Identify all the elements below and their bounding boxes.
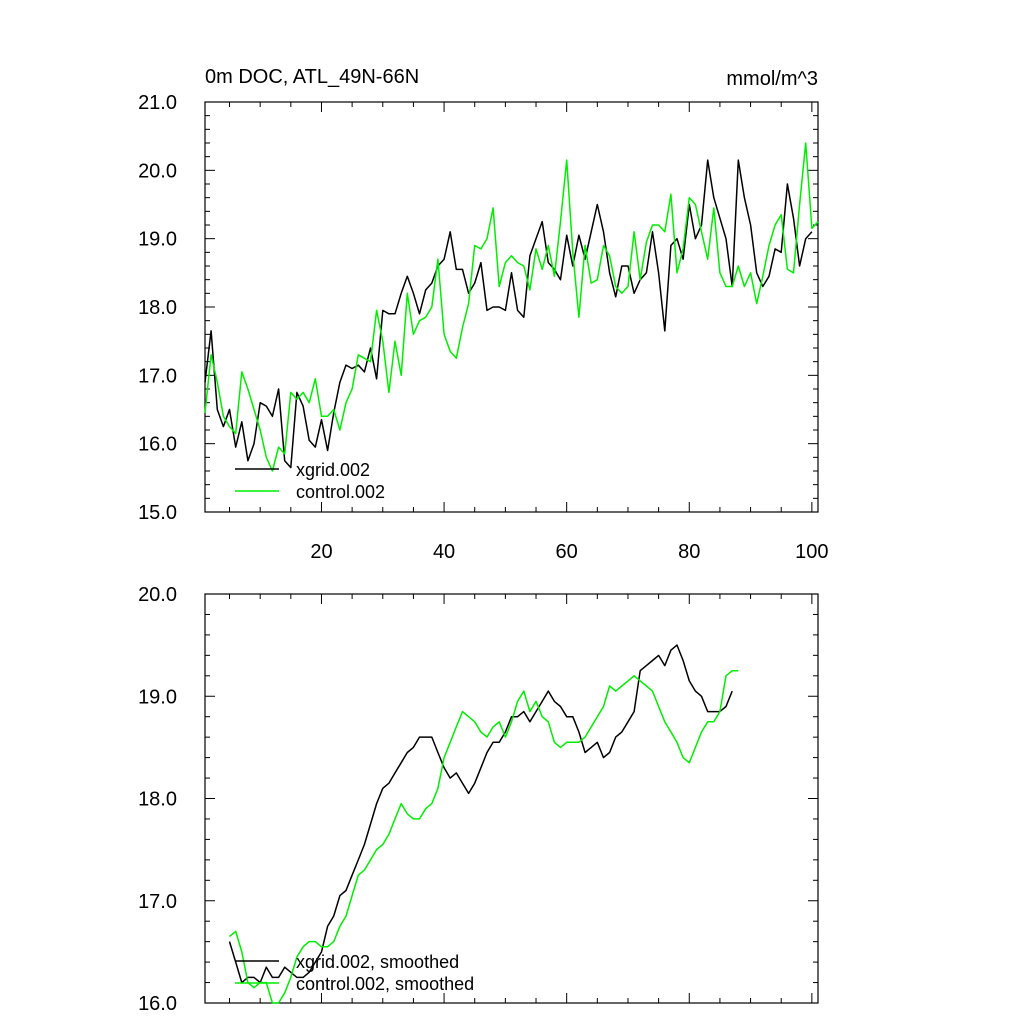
top-legend: xgrid.002 control.002	[235, 460, 385, 502]
legend-label-xgrid: xgrid.002	[296, 460, 370, 480]
top-plot-area: 15.0 16.0 17.0 18.0 19.0 20.0 21.0 20 40 60 80 100	[138, 92, 828, 563]
y-tick-label: 20.0	[138, 584, 177, 606]
legend-label-control-smoothed: control.002, smoothed	[296, 974, 474, 994]
chart-units: mmol/m^3	[726, 68, 818, 90]
top-panel: 0m DOC, ATL_49N-66N mmol/m^3 15.0 16.0 17.…	[138, 66, 828, 563]
x-tick-label: 80	[678, 541, 700, 563]
plot-frame	[204, 593, 819, 1004]
y-tick-label: 16.0	[138, 434, 177, 456]
x-tick-label: 100	[795, 541, 828, 563]
y-tick-label: 21.0	[138, 92, 177, 114]
bottom-panel: 16.0 17.0 18.0 19.0 20.0 xgrid.002, smoothed…	[138, 584, 819, 1015]
bottom-plot-area: 16.0 17.0 18.0 19.0 20.0	[138, 584, 819, 1015]
y-tick-label: 17.0	[138, 365, 177, 387]
y-tick-label: 19.0	[138, 229, 177, 251]
plot-frame	[204, 101, 819, 513]
x-tick-label: 40	[433, 541, 455, 563]
y-tick-label: 18.0	[138, 297, 177, 319]
legend-label-xgrid-smoothed: xgrid.002, smoothed	[296, 952, 459, 972]
series-line-control-002-smoothed	[229, 669, 739, 1004]
y-tick-label: 15.0	[138, 502, 177, 524]
series-line-xgrid-002	[204, 159, 813, 469]
x-tick-label: 20	[310, 541, 332, 563]
bottom-legend: xgrid.002, smoothed control.002, smoothe…	[235, 952, 474, 994]
x-tick-label: 60	[556, 541, 578, 563]
y-tick-label: 18.0	[138, 789, 177, 811]
legend-label-control: control.002	[296, 482, 385, 502]
series-line-control-002	[204, 142, 819, 472]
series-line-xgrid-002-smoothed	[228, 644, 733, 984]
y-tick-label: 20.0	[138, 160, 177, 182]
y-tick-label: 17.0	[138, 891, 177, 913]
y-tick-label: 19.0	[138, 686, 177, 708]
chart-title: 0m DOC, ATL_49N-66N	[205, 66, 419, 88]
y-tick-label: 16.0	[138, 993, 177, 1015]
